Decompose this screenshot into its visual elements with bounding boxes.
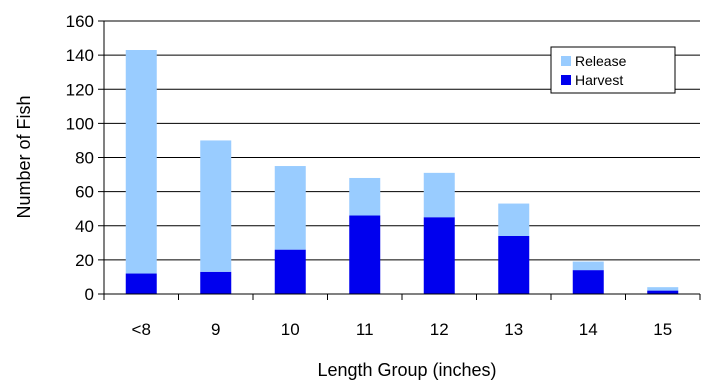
bar-release — [274, 166, 306, 250]
y-axis-label: Number of Fish — [14, 95, 34, 218]
y-tick-label: 160 — [66, 12, 94, 31]
bars — [125, 50, 679, 294]
x-tick-labels: <8 9 10 11 12 13 14 15 — [132, 320, 673, 339]
axes — [98, 20, 701, 300]
bar-release — [498, 203, 530, 236]
bar-release — [572, 261, 604, 271]
y-tick-label: 0 — [85, 285, 94, 304]
legend-box — [550, 46, 676, 94]
bar-release — [349, 177, 381, 216]
x-tick-label: 9 — [211, 320, 220, 339]
bar-harvest — [498, 235, 530, 294]
bar-harvest — [125, 273, 157, 294]
x-tick-label: 11 — [356, 320, 374, 339]
bar-release — [423, 172, 455, 218]
legend-swatch-harvest — [561, 75, 571, 85]
x-tick-label: 10 — [281, 320, 300, 339]
bar-release — [200, 140, 232, 272]
x-tick-label: 13 — [504, 320, 523, 339]
y-tick-label: 20 — [75, 251, 94, 270]
bar-release — [125, 50, 157, 274]
x-tick-label: 15 — [653, 320, 672, 339]
y-tick-label: 60 — [75, 183, 94, 202]
bar-harvest — [423, 217, 455, 294]
y-tick-label: 80 — [75, 149, 94, 168]
bar-harvest — [572, 270, 604, 294]
bar-harvest — [647, 290, 679, 294]
bar-harvest — [274, 249, 306, 294]
y-tick-label: 40 — [75, 217, 94, 236]
x-tick-label: <8 — [132, 320, 151, 339]
x-tick-label: 12 — [430, 320, 449, 339]
bar-harvest — [200, 271, 232, 294]
bar-harvest — [349, 215, 381, 294]
legend: Release Harvest — [550, 46, 676, 94]
x-axis-label: Length Group (inches) — [317, 360, 496, 380]
legend-label-harvest: Harvest — [575, 72, 623, 88]
y-tick-label: 120 — [66, 80, 94, 99]
y-tick-label: 140 — [66, 46, 94, 65]
y-tick-label: 100 — [66, 114, 94, 133]
legend-swatch-release — [561, 56, 571, 66]
y-tick-labels: 0 20 40 60 80 100 120 140 160 — [66, 12, 94, 304]
legend-label-release: Release — [575, 53, 627, 69]
x-tick-label: 14 — [579, 320, 598, 339]
bar-release — [647, 287, 679, 291]
